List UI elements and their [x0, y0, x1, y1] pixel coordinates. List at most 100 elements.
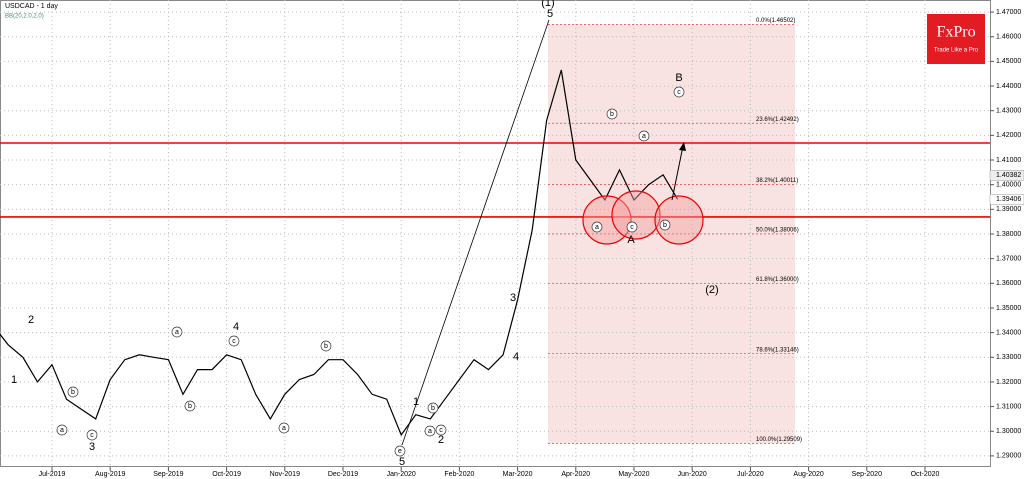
- wave-label: 5: [399, 456, 405, 468]
- letter-circle: [56, 424, 68, 436]
- forecast-arrow: [671, 145, 684, 201]
- y-tick-label: 1.46000: [996, 34, 1021, 41]
- y-tick-label: 1.31000: [996, 403, 1021, 410]
- wave-label: 3: [510, 292, 516, 304]
- x-tick-label: Aug-2019: [95, 471, 125, 478]
- wave-line: [401, 19, 550, 446]
- x-tick-label: Nov-2019: [270, 471, 300, 478]
- y-tick-label: 1.30000: [996, 428, 1021, 435]
- wave-letter: b: [71, 389, 75, 396]
- letter-circle: [86, 429, 98, 441]
- wave-letter: b: [324, 343, 328, 350]
- x-tick-label: Sep-2020: [852, 471, 882, 478]
- letter-circle: [626, 221, 638, 233]
- wave-letter: c: [677, 89, 681, 96]
- letter-circle: [424, 425, 436, 437]
- fib-label: 0.0%(1.46502): [756, 18, 795, 24]
- y-tick-label: 1.33000: [996, 354, 1021, 361]
- wave-letter: b: [610, 111, 614, 118]
- wave-label: 3: [89, 441, 95, 453]
- fib-label: 50.0%(1.38006): [756, 227, 799, 233]
- letter-circle: [427, 402, 439, 414]
- fib-label: 100.0%(1.29509): [756, 437, 802, 443]
- logo-name: FxPro: [936, 24, 975, 41]
- wave-letter: c: [232, 338, 236, 345]
- wave-label: B: [675, 72, 682, 84]
- y-tick-label: 1.34000: [996, 329, 1021, 336]
- letter-circle: [435, 424, 447, 436]
- wave-label: 4: [513, 351, 519, 363]
- fib-label: 78.6%(1.33146): [756, 347, 799, 353]
- fib-label: 61.8%(1.36000): [756, 277, 799, 283]
- y-tick-label: 1.47000: [996, 9, 1021, 16]
- y-tick-label: 1.39000: [996, 206, 1021, 213]
- y-tick-label: 1.41000: [996, 157, 1021, 164]
- logo-tagline: Trade Like a Pro: [934, 48, 979, 54]
- y-tick-label: 1.37000: [996, 255, 1021, 262]
- wave-label: (1): [541, 0, 554, 9]
- y-tick-label: 1.29000: [996, 453, 1021, 460]
- x-tick-label: Jan-2020: [387, 471, 416, 478]
- wave-letter: a: [595, 224, 599, 231]
- y-tick-label: 1.32000: [996, 379, 1021, 386]
- wave-label: 5: [547, 8, 553, 20]
- price-mark-box: [989, 194, 1024, 205]
- fib-label: 23.6%(1.42492): [756, 117, 799, 123]
- zone-circle: [611, 190, 661, 240]
- y-tick-label: 1.40000: [996, 182, 1021, 189]
- letter-circle: [67, 386, 79, 398]
- letter-circle: [673, 86, 685, 98]
- subtitle: BB(20,2.0,2.0): [5, 14, 44, 20]
- x-tick-label: Aug-2020: [793, 471, 823, 478]
- letter-circle: [278, 422, 290, 434]
- logo: [927, 14, 985, 64]
- wave-label: 1: [413, 396, 419, 408]
- price-mark-label: 1.40382: [996, 172, 1021, 179]
- arrow-head: [679, 142, 686, 151]
- fib-label: 38.2%(1.40011): [756, 178, 798, 184]
- wave-label: A: [627, 234, 635, 246]
- y-tick-label: 1.45000: [996, 58, 1021, 65]
- letter-circle: [228, 335, 240, 347]
- x-tick-label: May-2020: [618, 471, 649, 478]
- letter-circle: [591, 221, 603, 233]
- wave-letter: b: [663, 222, 667, 229]
- x-tick-label: Dec-2019: [328, 471, 358, 478]
- zone-circle: [654, 195, 704, 245]
- wave-letter: a: [175, 329, 179, 336]
- x-tick-label: Sep-2019: [153, 471, 183, 478]
- y-tick-label: 1.43000: [996, 108, 1021, 115]
- price-mark-label: 1.39406: [996, 196, 1021, 203]
- y-tick-label: 1.42000: [996, 132, 1021, 139]
- y-tick-label: 1.38000: [996, 231, 1021, 238]
- x-tick-label: Jul-2020: [737, 471, 764, 478]
- wave-letter: a: [642, 133, 646, 140]
- x-tick-label: Oct-2019: [212, 471, 241, 478]
- chart-title: USDCAD - 1 day: [5, 3, 58, 10]
- wave-letter: b: [188, 403, 192, 410]
- wave-label: (2): [705, 284, 718, 296]
- wave-letter: a: [282, 425, 286, 432]
- letter-circle: [184, 400, 196, 412]
- letter-circle: [659, 219, 671, 231]
- x-tick-label: Oct-2020: [911, 471, 940, 478]
- y-tick-label: 1.36000: [996, 280, 1021, 287]
- x-tick-label: Feb-2020: [444, 471, 474, 478]
- wave-label: 1: [11, 374, 17, 386]
- wave-label: 2: [28, 314, 34, 326]
- wave-letter: e: [398, 448, 402, 455]
- y-tick-label: 1.44000: [996, 83, 1021, 90]
- wave-letter: a: [428, 428, 432, 435]
- wave-letter: c: [439, 427, 443, 434]
- x-tick-label: Jul-2019: [39, 471, 66, 478]
- wave-letter: b: [431, 405, 435, 412]
- x-tick-label: Apr-2020: [561, 471, 590, 478]
- letter-circle: [394, 445, 406, 457]
- wave-label: 4: [233, 321, 239, 333]
- x-tick-label: Jun-2020: [678, 471, 707, 478]
- price-mark-box: [989, 170, 1024, 181]
- letter-circle: [606, 108, 618, 120]
- letter-circle: [638, 130, 650, 142]
